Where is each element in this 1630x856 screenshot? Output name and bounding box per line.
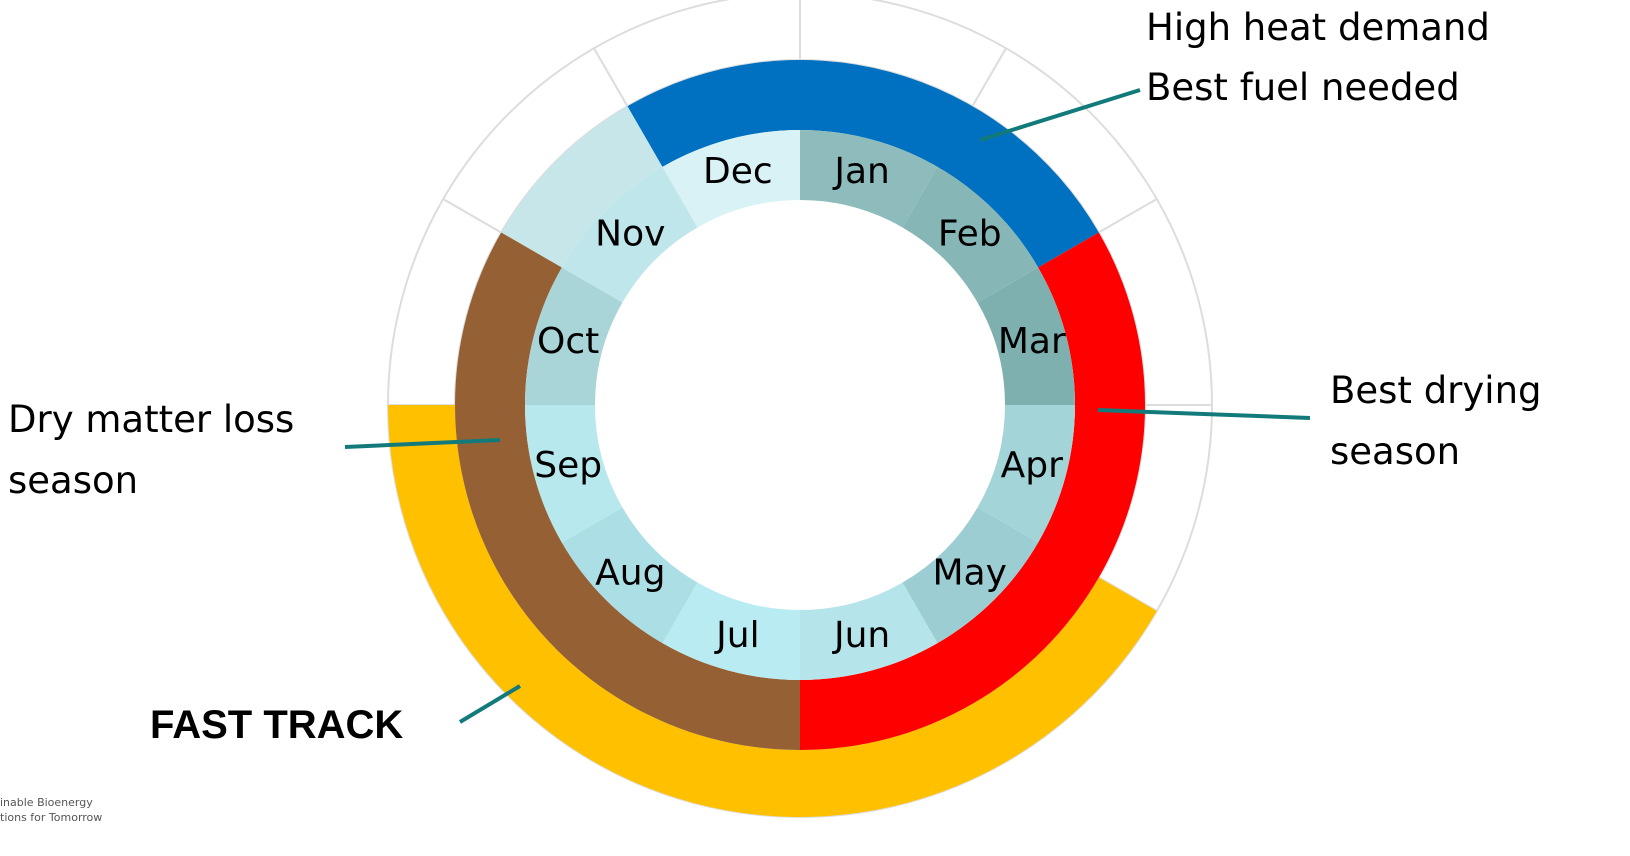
month-segment — [800, 130, 938, 228]
fast-track-band — [388, 405, 1157, 817]
month-label: May — [932, 553, 1006, 594]
month-segment — [561, 507, 698, 644]
month-segment — [525, 405, 623, 543]
annotation: Best fuel needed — [1146, 66, 1460, 109]
annotation: Best drying — [1330, 369, 1542, 412]
month-label: Dec — [703, 151, 773, 192]
fast-track-label: FAST TRACK — [150, 703, 403, 747]
month-segment — [977, 405, 1075, 543]
leader-line — [1097, 408, 1311, 420]
rings — [386, 0, 1214, 819]
loss-band — [455, 232, 800, 750]
month-segment — [561, 166, 698, 303]
annotation: season — [1330, 430, 1460, 473]
leader-line — [458, 684, 522, 724]
logo-text: tions for Tomorrow — [0, 811, 102, 824]
month-segment — [800, 582, 938, 680]
month-labels: Jan Feb Mar Apr May Jun Jul Aug Sep Oct Nov Dec — [534, 151, 1066, 656]
month-label: Jan — [832, 151, 890, 192]
drying-band — [800, 232, 1146, 750]
annotation: High heat demand — [1146, 6, 1490, 49]
leader-line — [344, 438, 501, 449]
month-segment — [977, 267, 1075, 405]
month-label: Apr — [1001, 445, 1063, 486]
month-label: Jun — [832, 615, 890, 656]
leader-line — [979, 88, 1141, 142]
logo-text: inable Bioenergy — [0, 796, 93, 809]
month-label: Jul — [714, 615, 759, 656]
month-segment — [525, 267, 623, 405]
month-segment — [662, 582, 800, 680]
month-segment — [902, 166, 1039, 303]
month-label: Sep — [534, 445, 602, 486]
annotation: season — [8, 459, 138, 502]
annotation: Dry matter loss — [8, 398, 294, 441]
month-label: Feb — [938, 213, 1002, 254]
heat-band — [627, 59, 1099, 268]
month-label: Mar — [998, 321, 1066, 362]
month-segment — [902, 507, 1039, 644]
middle-segment — [501, 106, 663, 268]
month-label: Oct — [537, 321, 599, 362]
month-segment — [662, 130, 800, 228]
month-label: Nov — [595, 213, 665, 254]
month-label: Aug — [595, 553, 665, 594]
